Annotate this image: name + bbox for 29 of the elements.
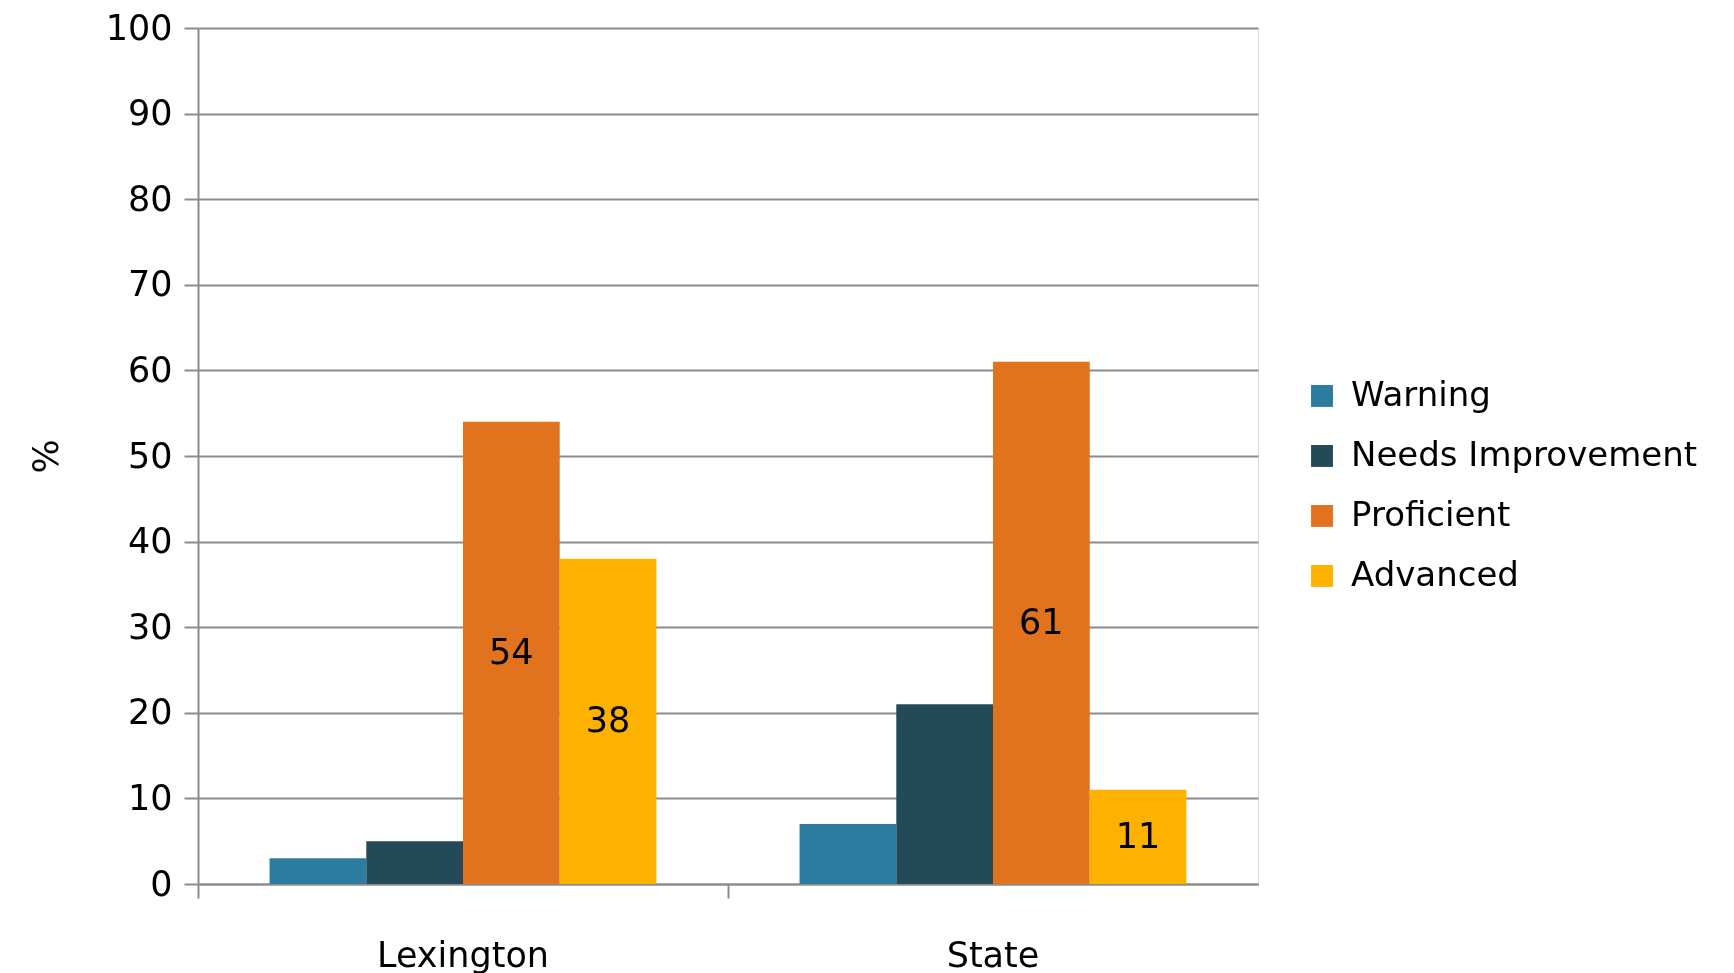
bar [463,421,560,884]
legend-label: Warning [1351,373,1491,414]
y-tick-label: 70 [127,264,173,305]
y-tick-label: 60 [127,349,173,390]
bar [269,858,367,884]
data-label: 61 [1019,601,1064,642]
y-tick-label: 40 [127,521,173,562]
x-tick-label: State [946,934,1040,973]
bar [993,361,1090,884]
data-label: 38 [585,700,631,741]
bar [799,824,897,884]
bar [1089,789,1187,884]
y-tick-label: 100 [105,7,173,48]
y-tick-label: 10 [127,777,173,818]
data-label: 11 [1115,815,1161,856]
bar [559,558,657,884]
y-tick-label: 90 [127,93,173,134]
y-tick-label: 30 [127,606,173,647]
y-axis-title: % [24,439,66,474]
y-tick-label: 80 [127,178,173,219]
y-tick-label: 20 [127,692,173,733]
legend-label: Needs Improvement [1351,433,1698,474]
y-tick-label: 50 [127,435,173,476]
y-tick-label: 0 [150,863,173,904]
data-label: 54 [489,631,534,672]
bar [896,704,993,884]
legend-label: Proficient [1351,493,1511,534]
legend-label: Advanced [1351,553,1519,594]
bar [366,841,463,884]
